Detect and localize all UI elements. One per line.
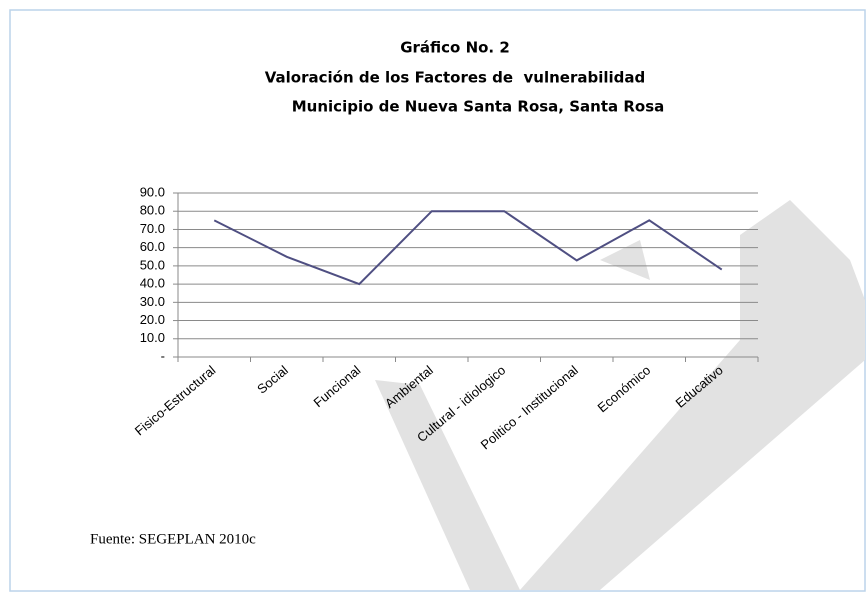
y-tick-label: 20.0: [140, 312, 165, 327]
y-tick-label: 60.0: [140, 239, 165, 254]
watermark: [375, 200, 865, 590]
chart-title: Municipio de Nueva Santa Rosa, Santa Ros…: [292, 98, 665, 116]
y-tick-label: 30.0: [140, 294, 165, 309]
y-tick-label: 80.0: [140, 203, 165, 218]
source-note: Fuente: SEGEPLAN 2010c: [90, 531, 256, 547]
y-tick-label: 40.0: [140, 276, 165, 291]
y-tick-label: 90.0: [140, 184, 165, 199]
y-tick-label: 70.0: [140, 221, 165, 236]
chart-title: Gráfico No. 2: [400, 39, 510, 57]
y-tick-label: 10.0: [140, 330, 165, 345]
line: [213, 210, 723, 286]
y-tick-label: -: [161, 348, 165, 363]
y-tick-label: 50.0: [140, 257, 165, 272]
chart-title: Valoración de los Factores de vulnerabil…: [265, 69, 646, 87]
